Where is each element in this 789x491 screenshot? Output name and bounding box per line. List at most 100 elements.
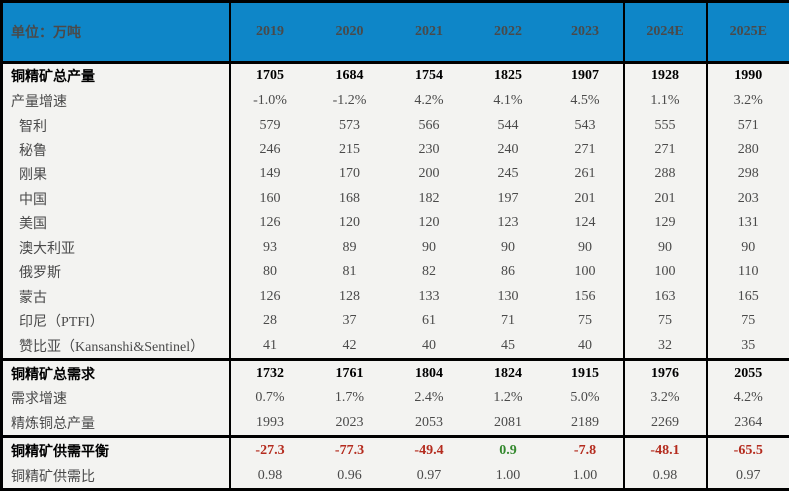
row-label: 美国 [19,217,47,233]
cell-value: 4.5% [570,93,600,109]
cell-value: 1928 [622,62,707,89]
cell-value: 93 [228,235,310,261]
cell-value: 280 [705,137,789,163]
row-label: 印尼（PTFI） [19,315,104,331]
cell-value: -7.8 [547,435,624,464]
table-row: 铜精矿供需比 0.98 0.96 0.97 1.00 1.00 0.98 0.97 [2,463,789,490]
cell-value: 543 [574,117,596,133]
cell-value: 80 [228,260,310,285]
cell-value: 555 [622,113,707,138]
cell-value: 86 [501,264,515,280]
cell-value: 1.1% [622,88,707,114]
cell-value: 81 [342,264,357,280]
cell-value: 120 [339,215,360,231]
cell-value: 182 [418,190,440,206]
row-label: 铜精矿总需求 [1,358,230,387]
cell-value: 2269 [622,410,707,437]
header-row: 单位：万吨 2019 2020 2021 2022 2023 2024E 2025E [1,1,789,64]
row-label: 俄罗斯 [19,266,61,282]
table-row: 澳大利亚 93 89 90 90 90 90 90 [2,235,789,261]
cell-value: 1705 [228,62,310,89]
unit-label: 单位：万吨 [1,1,230,64]
cell-value: 1.7% [334,390,365,406]
cell-value: 130 [497,288,519,304]
row-label: 智利 [19,119,47,135]
table-row: 需求增速 0.7% 1.7% 2.4% 1.2% 5.0% 3.2% 4.2% [2,386,789,411]
cell-value: 261 [574,166,596,182]
cell-value: 1907 [571,68,599,84]
cell-value: 230 [418,141,440,157]
table-row: 印尼（PTFI） 28 37 61 71 75 75 75 [2,309,789,334]
row-label: 铜精矿总产量 [11,70,95,86]
cell-value: 2023 [335,414,364,430]
cell-value: 1825 [494,68,522,84]
table-row: 秘鲁 246 215 230 240 271 271 280 [2,137,789,163]
cell-value: 82 [422,264,436,280]
cell-value: 1.00 [495,467,521,483]
cell-value: 156 [574,288,596,304]
row-label: 蒙古 [19,290,47,306]
cell-value: 203 [705,186,789,212]
cell-value: 90 [422,239,436,255]
cell-value: 271 [622,137,707,163]
cell-value: 2053 [415,414,443,430]
cell-value: 0.9 [468,435,548,464]
cell-value: 133 [418,288,440,304]
cell-value: 75 [578,313,592,329]
cell-value: 1915 [547,358,624,387]
cell-value: 197 [497,190,519,206]
column-header-2025e: 2025E [705,1,789,64]
cell-value: 2364 [705,410,789,437]
table-header: 单位：万吨 2019 2020 2021 2022 2023 2024E 2025E [1,1,789,64]
cell-value: 1.00 [572,467,598,483]
column-header-2019: 2019 [228,1,310,64]
cell-value: 90 [705,235,789,261]
cell-value: 0.7% [228,386,310,411]
cell-value: 2081 [494,414,522,430]
cell-value: 240 [497,141,519,157]
cell-value: 215 [339,141,360,157]
cell-value: 1993 [228,410,310,437]
cell-value: 573 [339,117,360,133]
cell-value: 4.1% [493,93,523,109]
cell-value: 298 [705,162,789,187]
row-label: 铜精矿供需平衡 [1,435,230,464]
cell-value: 0.98 [622,463,707,490]
cell-value: 160 [228,186,310,212]
cell-value: 4.2% [414,93,444,109]
row-label: 需求增速 [11,392,67,408]
cell-value: -48.1 [622,435,707,464]
table-row: 铜精矿供需平衡 -27.3 -77.3 -49.4 0.9 -7.8 -48.1 -65.5 [1,435,789,464]
table-row: 产量增速 -1.0% -1.2% 4.2% 4.1% 4.5% 1.1% 3.2% [2,88,789,114]
table-row: 精炼铜总产量 1993 2023 2053 2081 2189 2269 2364 [2,410,789,437]
cell-value: -65.5 [705,435,789,464]
cell-value: 271 [574,141,596,157]
column-header-2021: 2021 [389,1,469,64]
cell-value: 71 [501,313,515,329]
cell-value: 288 [622,162,707,187]
cell-value: 5.0% [570,390,600,406]
cell-value: 1990 [705,62,789,89]
cell-value: 246 [228,137,310,163]
cell-value: 110 [705,260,789,285]
row-label: 中国 [19,192,47,208]
cell-value: 201 [574,190,596,206]
cell-value: 0.97 [705,463,789,490]
cell-value: 571 [705,113,789,138]
cell-value: 566 [418,117,440,133]
cell-value: 1732 [228,358,310,387]
cell-value: 3.2% [622,386,707,411]
cell-value: 32 [622,333,707,360]
cell-value: 41 [228,333,310,360]
cell-value: 42 [342,337,357,353]
cell-value: 0.98 [228,463,310,490]
cell-value: 544 [497,117,519,133]
cell-value: 0.96 [337,467,362,483]
cell-value: 61 [422,313,436,329]
row-label: 铜精矿供需比 [11,469,95,485]
cell-value: -1.2% [332,93,367,109]
cell-value: 201 [622,186,707,212]
cell-value: 40 [422,337,436,353]
row-label: 澳大利亚 [19,241,75,257]
cell-value: 40 [578,337,592,353]
